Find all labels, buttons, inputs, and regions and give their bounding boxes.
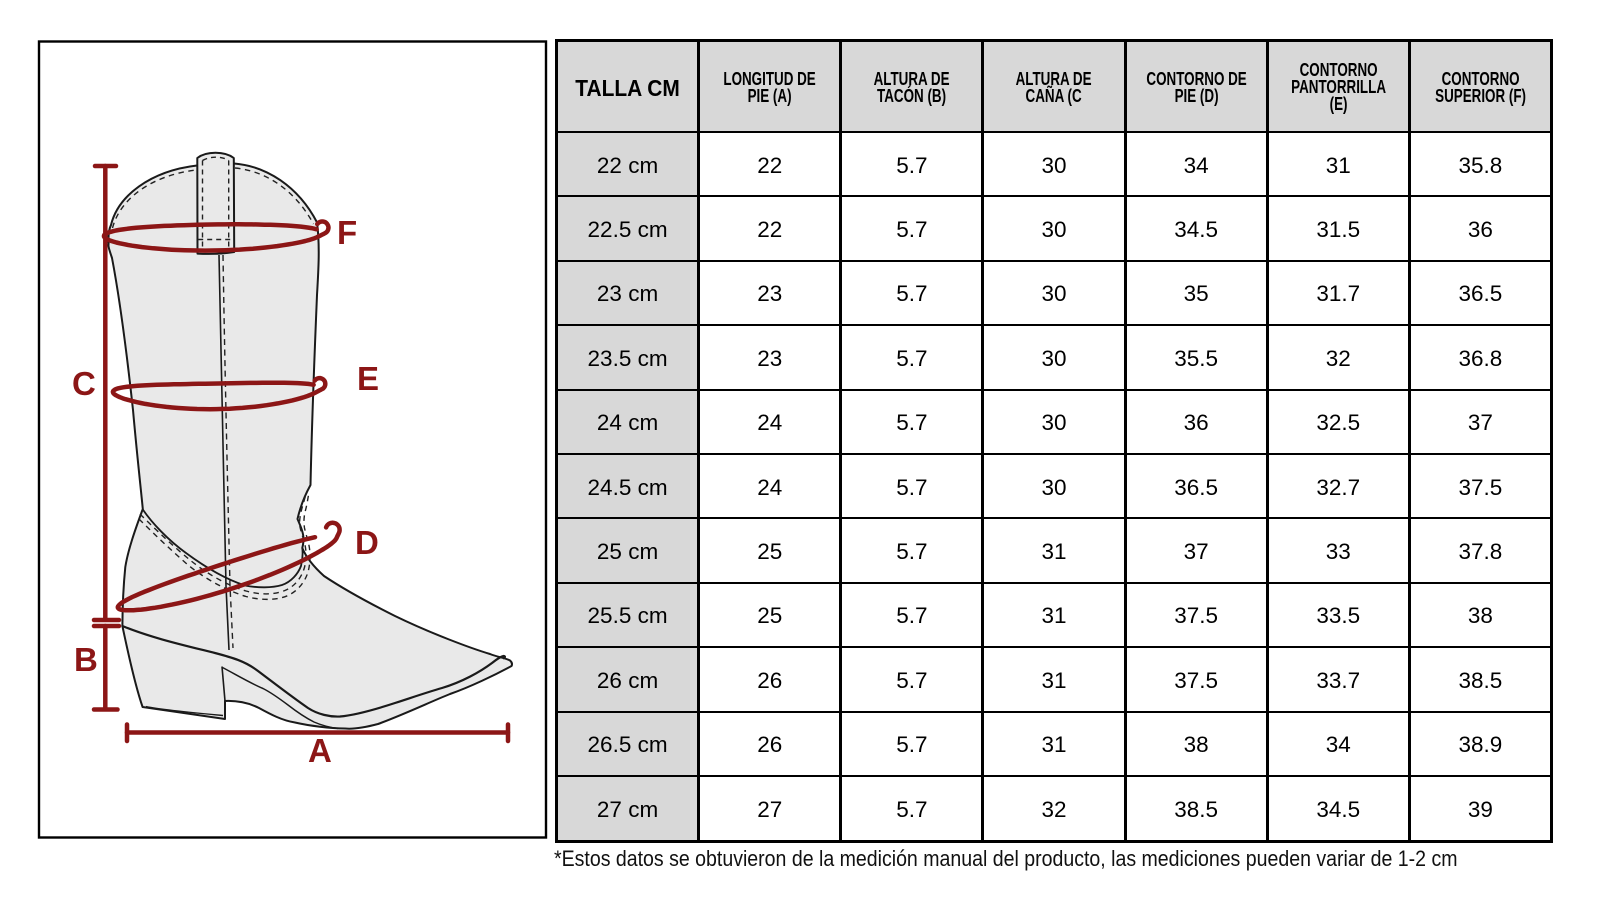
svg-text:F: F — [337, 214, 357, 251]
svg-text:C: C — [72, 365, 96, 402]
svg-text:E: E — [357, 360, 379, 397]
svg-text:D: D — [355, 524, 379, 561]
svg-text:A: A — [308, 732, 332, 769]
svg-text:B: B — [74, 641, 98, 678]
